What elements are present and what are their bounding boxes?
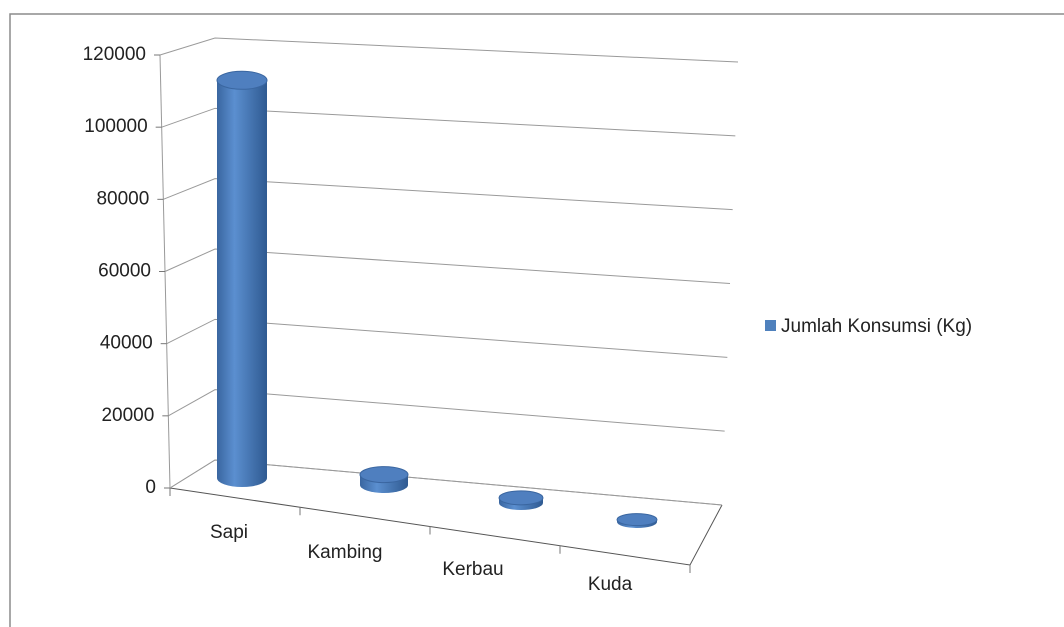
y-tick-label: 40000 <box>100 333 153 354</box>
x-tick-label: Sapi <box>210 522 248 543</box>
grid-line <box>161 107 736 137</box>
cylinder-top <box>616 513 658 527</box>
cylinder <box>216 70 268 488</box>
cylinder-body <box>217 80 267 488</box>
cylinder <box>359 466 409 493</box>
grid-line <box>168 389 725 432</box>
cylinder-top <box>359 466 409 484</box>
grid-line <box>169 459 723 506</box>
grid-line <box>164 248 731 284</box>
cylinder-top <box>498 490 544 506</box>
y-tick-label: 0 <box>145 477 156 498</box>
grid-line <box>166 318 728 358</box>
cylinder <box>498 490 544 510</box>
cylinder <box>616 513 658 528</box>
y-tick-label: 80000 <box>96 188 149 209</box>
x-tick-label: Kambing <box>308 542 383 563</box>
chart-frame <box>9 13 1064 627</box>
x-tick-label: Kerbau <box>442 559 503 580</box>
cylinder-top <box>216 70 268 90</box>
legend-label: Jumlah Konsumsi (Kg) <box>781 316 972 337</box>
y-tick-label: 20000 <box>101 405 154 426</box>
grid-line <box>159 37 739 63</box>
y-tick-label: 100000 <box>84 116 147 137</box>
x-tick-label: Kuda <box>588 574 633 595</box>
y-tick-label: 120000 <box>83 44 146 65</box>
legend-swatch <box>765 320 776 331</box>
y-tick-label: 60000 <box>98 261 151 282</box>
grid-line <box>163 178 733 211</box>
